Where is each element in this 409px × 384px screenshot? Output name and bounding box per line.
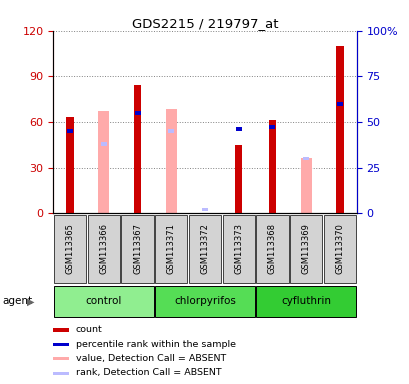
- Text: cyfluthrin: cyfluthrin: [281, 296, 330, 306]
- Bar: [101, 142, 107, 146]
- Text: GSM113371: GSM113371: [166, 223, 175, 274]
- Bar: [53, 328, 69, 332]
- Bar: [336, 102, 342, 106]
- Bar: [189, 215, 220, 283]
- Bar: [155, 215, 187, 283]
- Bar: [202, 208, 207, 211]
- Bar: [88, 215, 120, 283]
- Bar: [66, 118, 74, 213]
- Bar: [300, 159, 311, 213]
- Bar: [134, 111, 140, 115]
- Text: percentile rank within the sample: percentile rank within the sample: [76, 340, 235, 349]
- Bar: [289, 215, 321, 283]
- Text: GSM113366: GSM113366: [99, 223, 108, 274]
- Bar: [268, 121, 275, 213]
- Text: GSM113365: GSM113365: [65, 223, 74, 274]
- Text: GSM113370: GSM113370: [335, 223, 344, 274]
- Bar: [256, 286, 355, 317]
- Bar: [53, 372, 69, 375]
- Bar: [234, 145, 242, 213]
- Text: ▶: ▶: [27, 296, 34, 306]
- Bar: [53, 357, 69, 361]
- Text: count: count: [76, 325, 102, 334]
- Bar: [54, 286, 153, 317]
- Bar: [54, 215, 86, 283]
- Text: GSM113368: GSM113368: [267, 223, 276, 274]
- Bar: [323, 215, 355, 283]
- Text: GSM113369: GSM113369: [301, 223, 310, 274]
- Bar: [67, 129, 73, 133]
- Text: GSM113372: GSM113372: [200, 223, 209, 274]
- Bar: [302, 157, 308, 160]
- Bar: [256, 215, 288, 283]
- Bar: [53, 343, 69, 346]
- Text: control: control: [85, 296, 122, 306]
- Text: chlorpyrifos: chlorpyrifos: [174, 296, 235, 306]
- Bar: [235, 127, 241, 131]
- Bar: [269, 126, 275, 129]
- Bar: [155, 286, 254, 317]
- Text: agent: agent: [2, 296, 32, 306]
- Text: GSM113373: GSM113373: [234, 223, 243, 274]
- Text: GSM113367: GSM113367: [133, 223, 142, 274]
- Text: value, Detection Call = ABSENT: value, Detection Call = ABSENT: [76, 354, 226, 363]
- Bar: [222, 215, 254, 283]
- Text: rank, Detection Call = ABSENT: rank, Detection Call = ABSENT: [76, 369, 221, 377]
- Bar: [134, 86, 141, 213]
- Bar: [166, 109, 176, 213]
- Bar: [335, 46, 343, 213]
- Bar: [121, 215, 153, 283]
- Bar: [168, 129, 174, 133]
- Bar: [98, 111, 109, 213]
- Title: GDS2215 / 219797_at: GDS2215 / 219797_at: [131, 17, 278, 30]
